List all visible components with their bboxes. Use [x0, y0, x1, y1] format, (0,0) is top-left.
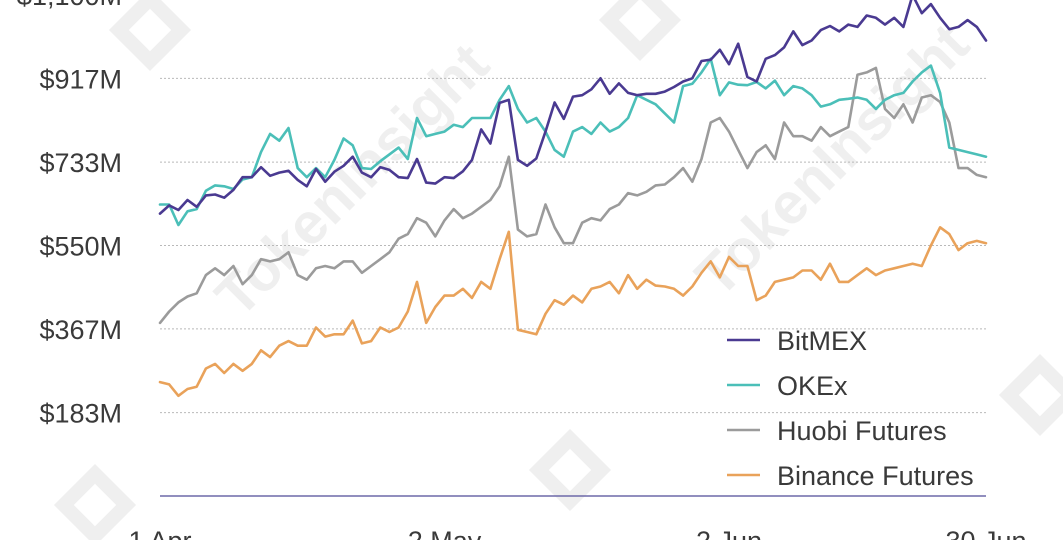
series-line-huobi-futures	[158, 66, 988, 325]
watermark-logo	[108, 0, 192, 72]
y-tick-label: $733M	[39, 148, 122, 178]
series-line-binance-futures	[158, 226, 988, 398]
gridlines	[160, 77, 986, 414]
watermark-logo	[598, 0, 682, 62]
legend-label: Huobi Futures	[777, 416, 947, 446]
series-line-bitmex	[158, 0, 988, 215]
series-lines	[158, 0, 988, 398]
x-tick-label: 2 Jun	[696, 526, 762, 540]
watermark-logo	[998, 353, 1063, 437]
watermark-text: TokenInsight	[683, 11, 981, 309]
y-axis-ticks: $183M $367M $550M $733M $917M $1,100M	[17, 0, 122, 429]
x-tick-label: 30 Jun	[945, 526, 1026, 540]
watermark-text: TokenInsight	[203, 31, 501, 329]
y-tick-label: $367M	[39, 315, 122, 345]
y-tick-label: $550M	[39, 232, 122, 262]
x-axis-ticks: 1 Apr 2 May 2 Jun 30 Jun	[128, 526, 1026, 540]
y-tick-label: $183M	[39, 399, 122, 429]
series-line-okex	[158, 57, 988, 227]
x-tick-label: 1 Apr	[128, 526, 191, 540]
legend-label: OKEx	[777, 371, 848, 401]
y-tick-label: $917M	[39, 64, 122, 94]
legend-label: BitMEX	[777, 326, 867, 356]
legend: BitMEX OKEx Huobi Futures Binance Futures	[727, 326, 974, 491]
x-tick-label: 2 May	[408, 526, 482, 540]
legend-label: Binance Futures	[777, 461, 974, 491]
watermark-logo	[528, 428, 612, 512]
y-tick-label: $1,100M	[17, 0, 122, 11]
watermark-logo	[53, 463, 137, 540]
